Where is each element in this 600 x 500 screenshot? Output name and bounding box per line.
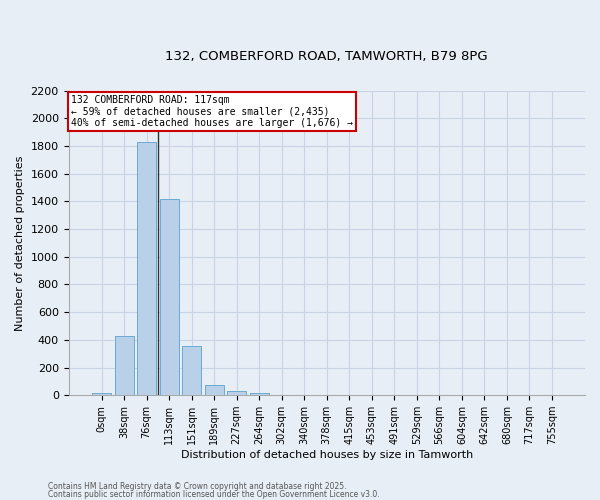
Bar (92, 393, 111, 395)
Text: Contains HM Land Registry data © Crown copyright and database right 2025.: Contains HM Land Registry data © Crown c… (48, 482, 347, 491)
Bar (227, 391, 246, 395)
X-axis label: Distribution of detached houses by size in Tamworth: Distribution of detached houses by size … (181, 450, 473, 460)
Bar (205, 385, 224, 395)
Bar (137, 142, 156, 395)
Title: 132, COMBERFORD ROAD, TAMWORTH, B79 8PG: 132, COMBERFORD ROAD, TAMWORTH, B79 8PG (166, 50, 488, 63)
Bar (182, 346, 201, 395)
Bar (250, 393, 269, 395)
Text: 132 COMBERFORD ROAD: 117sqm
← 59% of detached houses are smaller (2,435)
40% of : 132 COMBERFORD ROAD: 117sqm ← 59% of det… (71, 95, 353, 128)
Y-axis label: Number of detached properties: Number of detached properties (15, 155, 25, 330)
Bar (115, 336, 134, 395)
Bar (160, 200, 179, 395)
Text: Contains public sector information licensed under the Open Government Licence v3: Contains public sector information licen… (48, 490, 380, 499)
